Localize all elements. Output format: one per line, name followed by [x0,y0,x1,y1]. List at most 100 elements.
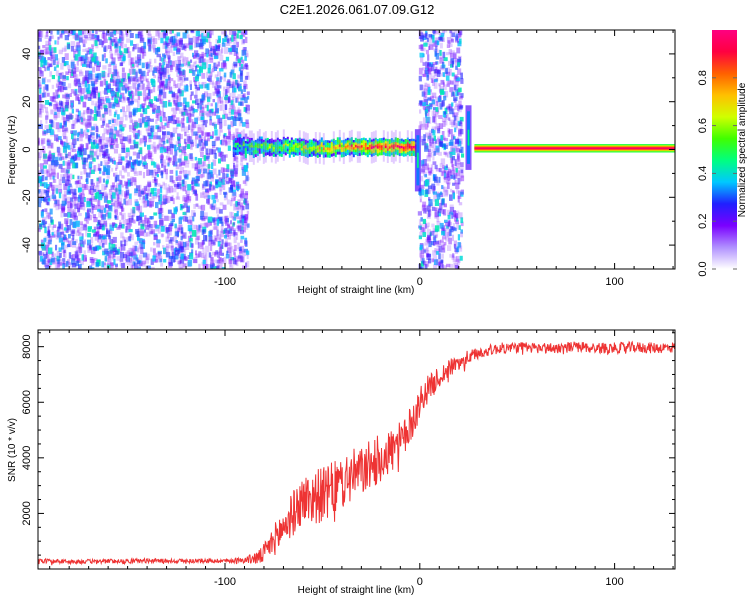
spectrogram-noise-cell [96,56,100,62]
spectrogram-noise-cell [176,48,181,55]
spectrogram-noise-cell [214,136,219,142]
spectrogram-band-cell [232,147,235,150]
spectrogram-noise-cell [245,214,249,219]
spectrogram-band-cell [240,147,243,151]
spectrogram-noise-cell [223,39,226,43]
spectrogram-noise-cell [222,110,227,115]
spectrogram-noise-cell [427,134,431,141]
spectrogram-noise-cell [216,259,220,264]
spectrogram-band-halo [242,129,245,161]
spectrogram-noise-cell [173,207,177,215]
spectrogram-noise-cell [155,113,159,119]
spectrogram-noise-cell [48,139,52,144]
spectrogram-noise-cell [452,52,457,59]
spectrogram-noise-cell [229,71,232,78]
spectrogram-band-cell [408,143,411,147]
spectrogram-noise-cell [126,47,130,53]
spectrogram-band-cell [318,146,321,150]
spectrogram-noise-cell [199,136,202,141]
spectrogram-noise-cell [195,203,199,207]
spectrogram-band-cell [338,137,341,141]
spectrogram-noise-cell [146,115,150,122]
spectrogram-noise-cell [201,33,204,40]
spectrogram-band-cell [404,143,407,147]
spectrogram-band-cell [410,145,413,149]
spectrogram-band-cell [356,141,359,144]
spectrogram-noise-cell [176,147,180,151]
spectrogram-band-cell [392,146,395,150]
spectrogram-band-cell [288,152,291,156]
spectrogram-noise-cell [119,212,123,216]
spectrogram-band-cell [396,140,399,144]
spectrogram-noise-cell [215,39,219,44]
spectrogram-noise-cell [124,180,128,186]
spectrogram-noise-cell [205,30,209,37]
spectrogram-noise-cell [72,241,77,245]
spectrogram-noise-cell [176,47,181,53]
spectrogram-noise-cell [126,223,131,230]
spectrogram-band-cell [372,153,375,156]
spectrogram-noise-cell [428,34,433,38]
spectrogram-noise-cell [433,194,438,202]
spectrogram-noise-cell [179,259,183,264]
spectrogram-band-cell [410,153,413,156]
spectrogram-noise-cell [443,203,447,208]
spectrogram-noise-cell [148,30,151,36]
spectrogram-noise-cell [453,136,456,140]
spectrogram-noise-cell [54,200,58,205]
spectrogram-noise-cell [173,161,178,167]
spectrogram-noise-cell [131,63,135,67]
spectrogram-noise-cell [119,94,122,99]
spectrogram-band-cell [356,153,359,156]
spectrogram-noise-cell [168,64,172,68]
spectrogram-noise-cell [435,175,438,180]
spectrogram-noise-cell [217,181,222,187]
spectrogram-noise-cell [153,235,158,241]
spectrogram-noise-cell [180,122,184,128]
spectrogram-noise-cell [165,227,168,233]
spectrogram-noise-cell [158,85,161,89]
spectrogram-noise-cell [156,135,161,140]
spectrogram-band-cell [250,140,253,144]
spectrogram-noise-cell [85,108,90,113]
spectrogram-noise-cell [242,180,246,184]
spectrogram-noise-cell [231,224,235,230]
spectrogram-noise-cell [165,173,168,180]
spectrogram-noise-cell [87,121,91,128]
spectrogram-noise-cell [143,96,146,102]
spectrogram-band-cell [398,141,401,145]
spectrogram-noise-cell [460,175,465,182]
spectrogram-noise-cell [67,201,71,209]
spectrogram-noise-cell [54,40,57,45]
spectrogram-noise-cell [171,250,174,255]
spectrogram-noise-cell [178,63,183,68]
spectrogram-noise-cell [72,138,77,145]
spectrogram-band-cell [294,150,297,153]
spectrogram-noise-cell [434,40,439,45]
spectrogram-noise-cell [447,176,451,181]
spectrogram-noise-cell [47,258,50,264]
spectrogram-band-cell [264,150,267,154]
spectrogram-band-cell [372,143,375,147]
spectrogram-noise-cell [188,117,191,124]
spectrogram-noise-cell [96,182,100,187]
spectrogram-noise-cell [232,136,236,141]
spectrogram-noise-cell [46,138,50,143]
spectrogram-noise-cell [53,47,57,53]
spectrogram-band-cell [298,149,301,153]
spectrogram-noise-cell [239,220,243,224]
spectrogram-noise-cell [116,226,121,230]
spectrogram-noise-cell [57,226,60,232]
spectrogram-noise-cell [95,108,99,114]
spectrogram-noise-cell [428,197,431,201]
spectrogram-noise-cell [56,251,61,257]
spectrogram-noise-cell [244,200,249,206]
spectrogram-noise-cell [132,206,136,214]
spectrogram-noise-cell [178,243,183,248]
spectrogram-noise-cell [209,57,214,63]
spectrogram-noise-cell [91,258,95,266]
spectrogram-noise-cell [147,180,152,187]
spectrogram-noise-cell [459,116,464,122]
spectrogram-noise-cell [130,90,134,98]
spectrogram-noise-cell [186,194,190,200]
